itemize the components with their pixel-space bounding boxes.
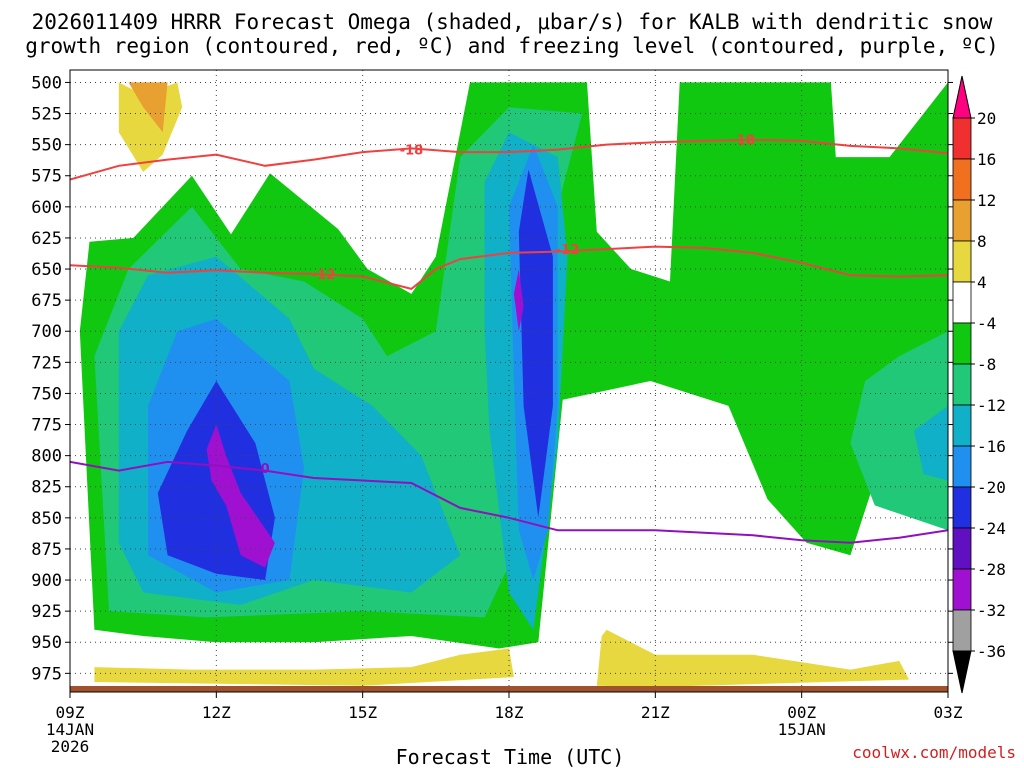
omega-region-14 — [206, 424, 275, 568]
dendritic-contour-line-1 — [70, 245, 948, 290]
dendritic-contour-line-0 — [70, 138, 948, 181]
colorbar-arrow-top — [952, 75, 972, 119]
omega-region-1 — [128, 82, 168, 133]
chart-title-line1: 2026011409 HRRR Forecast Omega (shaded, … — [32, 10, 993, 34]
colorbar-label-5: -4 — [977, 314, 996, 333]
colorbar-label-4: 4 — [977, 273, 987, 292]
colorbar-label-11: -28 — [977, 560, 1006, 579]
colorbar-label-8: -16 — [977, 437, 1006, 456]
y-tick-label-625: 625 — [31, 229, 62, 249]
x-tick-label-03Z: 03Z — [934, 703, 963, 722]
colorbar-bin-7 — [952, 363, 972, 406]
colorbar-label-0: 20 — [977, 109, 996, 128]
colorbar-bin-1 — [952, 117, 972, 160]
colorbar-bin-6 — [952, 322, 972, 365]
x-tick-label-09Z: 09Z — [56, 703, 85, 722]
omega-region-6 — [850, 331, 948, 531]
colorbar-label-6: -8 — [977, 355, 996, 374]
y-tick-label-950: 950 — [31, 633, 62, 653]
y-tick-label-575: 575 — [31, 167, 62, 187]
axes: 500 525 550 575 600 625 650 675 700 725 750 775 800 8… — [31, 69, 963, 756]
colorbar-arrow-bottom — [952, 650, 972, 694]
plot-area: -18 -18 -12 -12 0 — [70, 70, 948, 692]
colorbar-bin-3 — [952, 199, 972, 242]
y-tick-label-775: 775 — [31, 416, 62, 436]
colorbar: 20 16 12 8 4 -4 -8 -12 -16 -20 -24 -28 -32 -36 — [952, 75, 1006, 694]
x-tick-sublabel-2026: 2026 — [51, 737, 90, 756]
y-tick-label-550: 550 — [31, 136, 62, 156]
dendritic-contour-label-1-0: -12 — [312, 268, 336, 283]
x-axis-label: Forecast Time (UTC) — [396, 745, 625, 768]
y-tick-label-925: 925 — [31, 602, 62, 622]
x-tick-label-12Z: 12Z — [202, 703, 231, 722]
y-tick-label-850: 850 — [31, 509, 62, 529]
y-tick-label-500: 500 — [31, 73, 62, 93]
colorbar-label-12: -32 — [977, 601, 1006, 620]
colorbar-label-3: 8 — [977, 232, 987, 251]
colorbar-label-7: -12 — [977, 396, 1006, 415]
y-tick-label-900: 900 — [31, 571, 62, 591]
omega-region-15 — [513, 269, 524, 332]
y-tick-label-600: 600 — [31, 198, 62, 218]
colorbar-bin-8 — [952, 404, 972, 447]
colorbar-bin-2 — [952, 158, 972, 201]
dendritic-contour-label-0-0: -18 — [400, 144, 424, 159]
omega-region-3 — [596, 629, 909, 687]
colorbar-bin-10 — [952, 486, 972, 529]
colorbar-label-2: 12 — [977, 191, 996, 210]
colorbar-label-9: -20 — [977, 478, 1006, 497]
x-tick-sublabel-15JAN: 15JAN — [778, 720, 826, 739]
colorbar-bin-4 — [952, 240, 972, 283]
colorbar-label-1: 16 — [977, 150, 996, 169]
omega-region-2 — [94, 648, 514, 686]
omega-region-0 — [118, 82, 183, 172]
plot-inner: -18 -18 -12 -12 0 — [70, 70, 948, 692]
x-tick-label-15Z: 15Z — [348, 703, 377, 722]
chart-title-line2: growth region (contoured, red, ºC) and f… — [25, 34, 999, 58]
x-tick-label-00Z: 00Z — [787, 703, 816, 722]
colorbar-bin-9 — [952, 445, 972, 488]
y-tick-label-800: 800 — [31, 447, 62, 467]
colorbar-bin-12 — [952, 568, 972, 611]
y-tick-label-650: 650 — [31, 260, 62, 280]
freezing-contour-line-0 — [70, 460, 948, 544]
colorbar-bin-13 — [952, 609, 972, 652]
x-tick-sublabel-14JAN: 14JAN — [46, 720, 94, 739]
colorbar-bin-5 — [952, 281, 972, 324]
colorbar-label-10: -24 — [977, 519, 1006, 538]
y-tick-label-700: 700 — [31, 322, 62, 342]
colorbar-label-13: -36 — [977, 642, 1006, 661]
dendritic-contour-label-1-1: -12 — [556, 243, 580, 258]
y-tick-label-525: 525 — [31, 105, 62, 125]
x-tick-label-21Z: 21Z — [641, 703, 670, 722]
y-tick-label-675: 675 — [31, 291, 62, 311]
omega-region-13 — [518, 169, 553, 518]
ground-strip — [70, 686, 948, 692]
y-tick-label-875: 875 — [31, 540, 62, 560]
dendritic-contour-label-0-1: -18 — [731, 134, 755, 149]
credit-text: coolwx.com/models — [852, 743, 1016, 762]
y-tick-label-725: 725 — [31, 353, 62, 373]
y-tick-label-825: 825 — [31, 478, 62, 498]
freezing-contour-label-0-0: 0 — [261, 462, 270, 477]
y-tick-label-975: 975 — [31, 664, 62, 684]
y-tick-label-750: 750 — [31, 384, 62, 404]
colorbar-bin-11 — [952, 527, 972, 570]
omega-region-9 — [913, 405, 948, 481]
x-tick-label-18Z: 18Z — [495, 703, 524, 722]
